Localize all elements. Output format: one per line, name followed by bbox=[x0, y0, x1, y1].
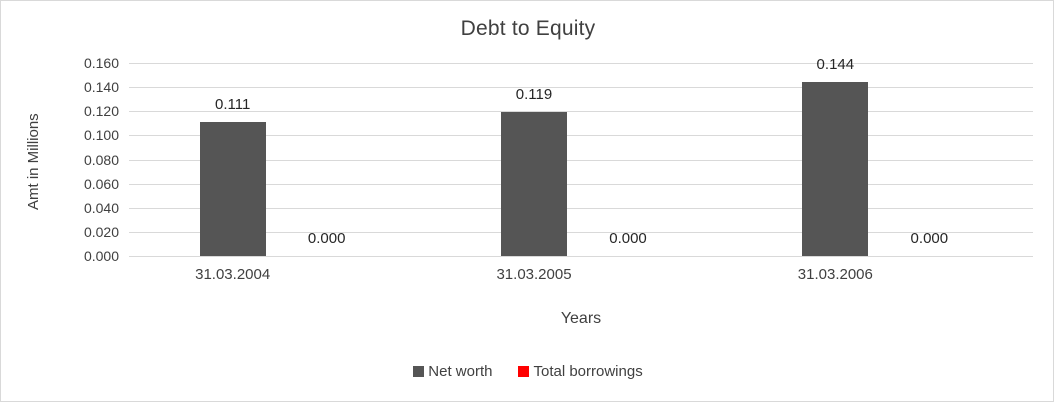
gridline bbox=[129, 232, 1033, 233]
bar-value-label: 0.111 bbox=[215, 96, 251, 114]
y-axis-title: Amt in Millions bbox=[25, 113, 42, 211]
x-axis-category-label: 31.03.2006 bbox=[797, 266, 873, 283]
y-axis-tick-label: 0.000 bbox=[83, 248, 119, 264]
y-axis-tick-label: 0.080 bbox=[83, 151, 119, 168]
bar[interactable] bbox=[199, 122, 266, 256]
x-axis-title: Years bbox=[560, 310, 602, 327]
x-axis-category-label: 31.03.2004 bbox=[195, 266, 271, 283]
plot-area: 0.111 0.000 0.119 0.000 0.144 0.000 bbox=[129, 56, 1033, 257]
legend-label: Total borrowings bbox=[533, 363, 643, 380]
gridline bbox=[129, 184, 1033, 185]
bar[interactable] bbox=[501, 112, 567, 256]
chart-title: Debt to Equity bbox=[460, 17, 596, 40]
bar-value-label: 0.000 bbox=[609, 230, 647, 247]
gridline bbox=[129, 256, 1033, 257]
bar-group: 0.111 0.000 bbox=[199, 63, 360, 256]
legend-label: Net worth bbox=[428, 363, 493, 380]
legend-item[interactable]: Net worth bbox=[413, 363, 492, 380]
gridline bbox=[129, 160, 1033, 161]
y-axis-tick-label: 0.100 bbox=[83, 127, 119, 144]
bar-group: 0.119 0.000 bbox=[501, 63, 661, 256]
gridline bbox=[129, 135, 1033, 136]
gridline bbox=[129, 111, 1033, 112]
gridline bbox=[129, 63, 1033, 64]
y-axis-tick-label: 0.040 bbox=[83, 199, 119, 216]
legend-swatch-icon bbox=[413, 366, 425, 377]
y-axis-tick-label: 0.020 bbox=[83, 223, 119, 240]
bar-value-label: 0.000 bbox=[307, 230, 346, 247]
bars-layer: 0.111 0.000 0.119 0.000 0.144 0.000 bbox=[129, 56, 1033, 256]
bar-group: 0.144 0.000 bbox=[802, 56, 962, 256]
bar-value-label: 0.000 bbox=[910, 230, 949, 247]
bar-value-label: 0.119 bbox=[515, 86, 553, 104]
gridline bbox=[129, 208, 1033, 209]
y-axis-tick-labels: 0.160 0.140 0.120 0.100 0.080 0.060 0.040 0.020… bbox=[55, 55, 119, 264]
bar[interactable] bbox=[802, 82, 869, 256]
legend-swatch-icon bbox=[518, 366, 530, 377]
bar-value-label: 0.144 bbox=[816, 56, 855, 74]
y-axis-tick-label: 0.120 bbox=[83, 103, 119, 120]
gridline bbox=[129, 87, 1033, 88]
x-axis-category-labels: 31.03.2004 31.03.2005 31.03.2006 bbox=[129, 266, 1033, 292]
y-axis-tick-label: 0.160 bbox=[83, 55, 119, 71]
chart-legend: Net worth Total borrowings bbox=[1, 363, 1053, 380]
y-axis-tick-label: 0.060 bbox=[83, 175, 119, 192]
x-axis-category-label: 31.03.2005 bbox=[496, 266, 572, 283]
y-axis-tick-label: 0.140 bbox=[83, 79, 119, 96]
legend-item[interactable]: Total borrowings bbox=[518, 363, 643, 380]
